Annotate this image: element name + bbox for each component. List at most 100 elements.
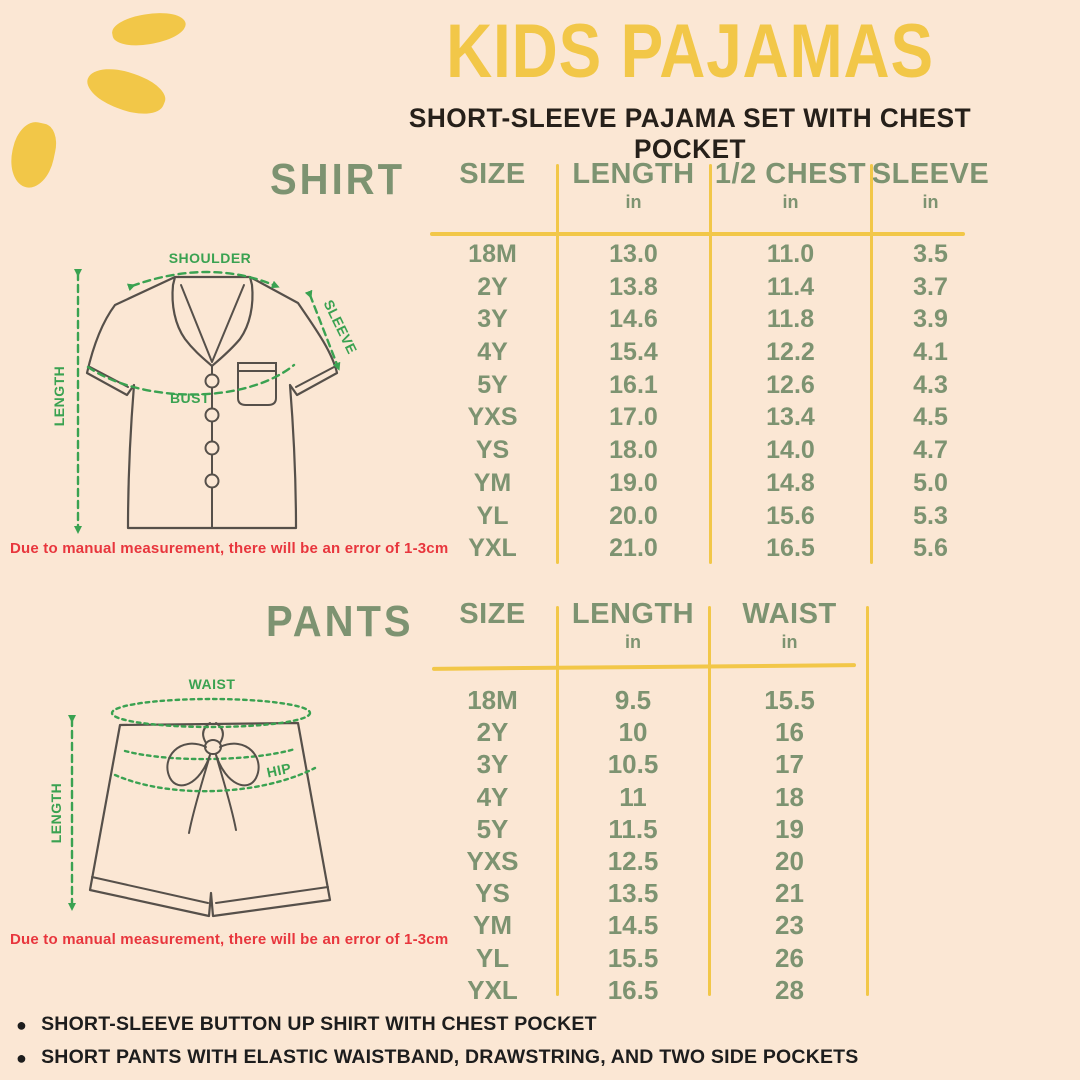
- column-header-waist: WAIST in: [709, 598, 870, 654]
- pants-disclaimer: Due to manual measurement, there will be…: [10, 931, 449, 948]
- value-cell: 13.0: [609, 240, 658, 268]
- size-cell: YL: [476, 501, 509, 530]
- value-cell: 17: [775, 749, 804, 780]
- size-cell: 5Y: [476, 813, 509, 844]
- table-divider-line: [430, 232, 965, 236]
- value-cell: 20.0: [609, 501, 658, 530]
- table-divider-line: [709, 164, 712, 564]
- value-cell: 19: [775, 813, 804, 844]
- shirt-chest-pocket: [237, 362, 277, 406]
- size-cell: 5Y: [477, 370, 508, 399]
- value-cell: 17.0: [609, 403, 658, 432]
- waist-label: WAIST: [189, 676, 236, 692]
- value-cell: 11.8: [766, 305, 815, 334]
- waist-measure-ellipse: [110, 697, 312, 729]
- table-divider-line: [708, 606, 711, 996]
- column-unit-label: in: [781, 632, 798, 652]
- value-cell: 15.5: [764, 685, 815, 715]
- size-cell: YXL: [468, 534, 517, 563]
- column-header-label: SIZE: [459, 598, 526, 630]
- shirt-size-table: SIZE LENGTH in 1/2 CHEST in SLEEVE in 18M 13.0 1…: [428, 158, 990, 570]
- bullet-icon: ●: [16, 1015, 28, 1035]
- size-cell: YXS: [466, 845, 519, 876]
- value-cell: 21: [775, 878, 804, 909]
- value-cell: 4.5: [913, 403, 948, 432]
- value-cell: 16.5: [607, 974, 659, 1005]
- size-cell: 18M: [468, 240, 517, 268]
- size-cell: YM: [473, 910, 512, 941]
- column-header-size: SIZE: [428, 158, 557, 214]
- size-cell: 3Y: [476, 749, 509, 780]
- value-cell: 15.4: [609, 338, 658, 367]
- shirt-table-body: 18M 13.0 11.0 3.5 2Y 13.8 11.4 3.7 3Y 14.6 11.8 3.9…: [428, 238, 990, 565]
- value-cell: 9.5: [614, 685, 652, 715]
- size-cell: 18M: [467, 685, 518, 715]
- bust-label: BUST: [170, 390, 210, 406]
- value-cell: 5.6: [913, 534, 948, 563]
- value-cell: 21.0: [609, 534, 658, 563]
- column-header-size: SIZE: [428, 598, 557, 654]
- decorative-blob: [109, 7, 189, 51]
- length-label: LENGTH: [51, 366, 67, 427]
- value-cell: 20: [775, 845, 804, 876]
- value-cell: 3.9: [913, 305, 948, 334]
- size-cell: YXL: [467, 974, 518, 1005]
- size-cell: 2Y: [476, 717, 509, 748]
- size-cell: YM: [473, 468, 512, 497]
- value-cell: 14.8: [766, 468, 815, 497]
- size-cell: YS: [475, 436, 510, 465]
- shirt-button: [204, 407, 220, 423]
- page-subtitle: SHORT-SLEEVE PAJAMA SET WITH CHEST POCKE…: [408, 103, 972, 164]
- value-cell: 13.4: [766, 403, 815, 432]
- feature-text: SHORT-SLEEVE BUTTON UP SHIRT WITH CHEST …: [41, 1013, 597, 1035]
- elastic-waistband-stitch: [123, 747, 297, 761]
- value-cell: 11.4: [766, 272, 815, 301]
- length-label: LENGTH: [48, 783, 64, 844]
- value-cell: 11.0: [766, 240, 815, 268]
- drawstring-knot: [204, 739, 222, 755]
- shirt-button: [204, 473, 220, 489]
- decorative-blob: [81, 58, 171, 124]
- size-cell: YS: [475, 878, 510, 909]
- shirt-measurement-diagram: SHOULDER SLEEVE LENGTH BUST: [51, 250, 360, 534]
- column-unit-label: in: [782, 192, 799, 212]
- value-cell: 16.5: [766, 534, 815, 563]
- shirt-button: [204, 373, 220, 389]
- bust-measure-curve: [86, 363, 296, 396]
- value-cell: 15.5: [607, 942, 659, 973]
- shoulder-label: SHOULDER: [169, 250, 252, 266]
- size-cell: YL: [475, 942, 510, 973]
- value-cell: 16.1: [609, 370, 658, 399]
- value-cell: 13.8: [609, 272, 658, 301]
- shoulder-measure-arc: [126, 270, 280, 292]
- value-cell: 12.2: [766, 338, 815, 367]
- hip-measure-curve: [113, 766, 317, 793]
- column-header-length: LENGTH in: [557, 158, 710, 214]
- value-cell: 11: [619, 781, 647, 812]
- pants-size-table: SIZE LENGTH in WAIST in 18M 9.5 15.5 2Y 10 16 3Y 10…: [428, 598, 870, 1010]
- value-cell: 4.3: [913, 370, 948, 399]
- column-unit-label: [428, 632, 557, 654]
- value-cell: 5.3: [913, 501, 948, 530]
- value-cell: 14.5: [607, 910, 659, 941]
- column-header-label: SIZE: [459, 158, 526, 190]
- feature-text: SHORT PANTS WITH ELASTIC WAISTBAND, DRAW…: [41, 1046, 859, 1068]
- value-cell: 15.6: [766, 501, 815, 530]
- list-item: ● SHORT-SLEEVE BUTTON UP SHIRT WITH CHES…: [16, 1013, 859, 1037]
- size-cell: 3Y: [477, 305, 508, 334]
- shorts-cuff-lines: [91, 876, 329, 904]
- table-divider-line: [870, 164, 873, 564]
- shorts-outline: [88, 721, 332, 918]
- shirt-table-header: SIZE LENGTH in 1/2 CHEST in SLEEVE in: [428, 158, 990, 214]
- decorative-blob: [5, 118, 61, 192]
- pants-section-label: PANTS: [266, 598, 414, 646]
- page-title: KIDS PAJAMAS: [446, 9, 934, 94]
- column-header-label: WAIST: [742, 598, 837, 630]
- size-cell: 4Y: [477, 338, 508, 367]
- value-cell: 16: [775, 717, 804, 748]
- size-cell: 2Y: [477, 272, 508, 301]
- size-cell: 4Y: [476, 781, 509, 812]
- list-item: ● SHORT PANTS WITH ELASTIC WAISTBAND, DR…: [16, 1046, 859, 1070]
- column-unit-label: [428, 192, 557, 214]
